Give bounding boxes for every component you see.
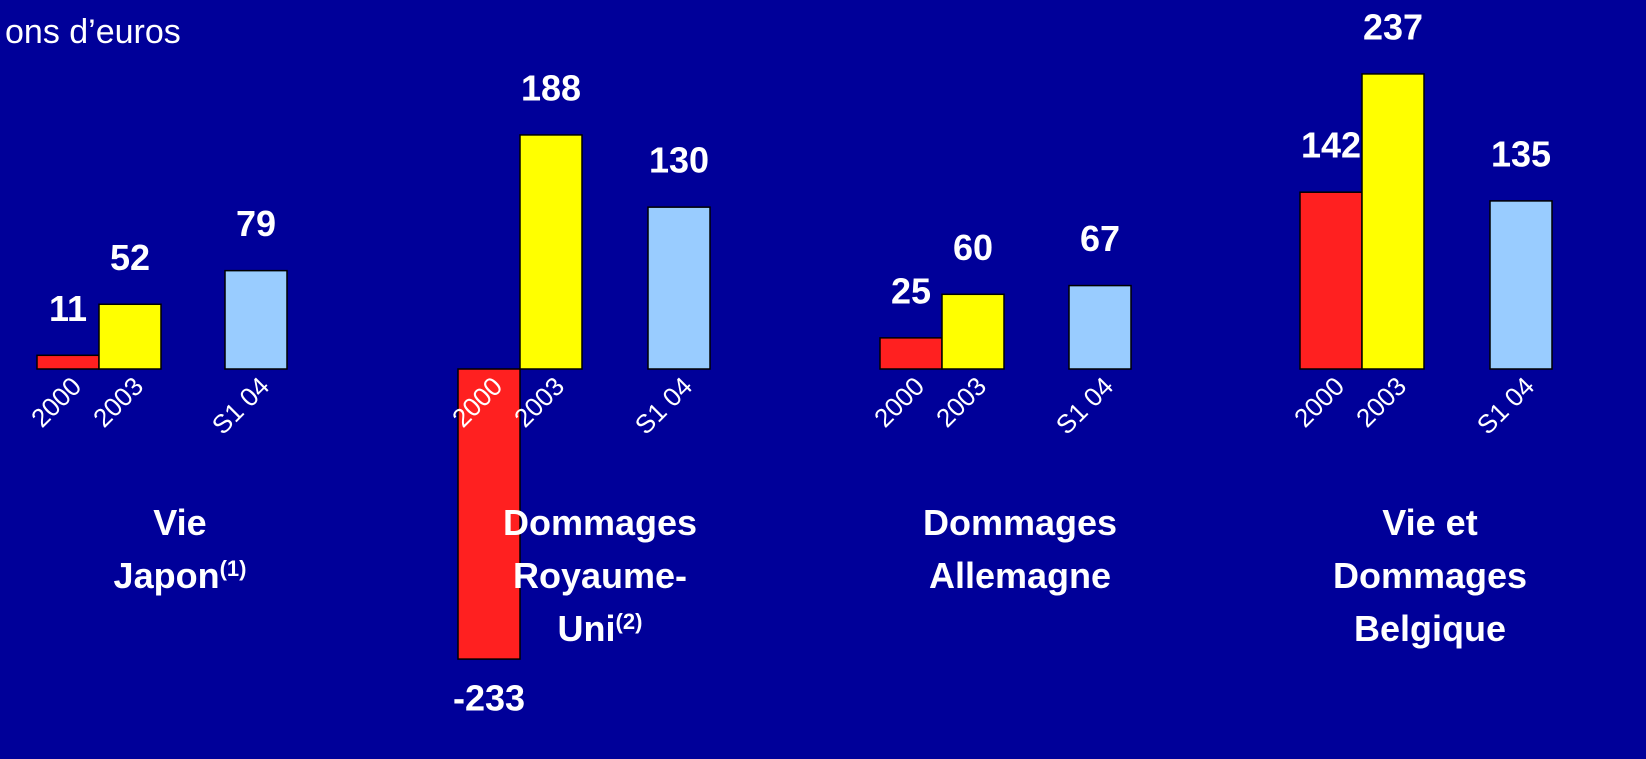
value-label: 25 — [891, 270, 931, 311]
value-label: 11 — [49, 288, 87, 329]
value-label: 188 — [521, 67, 581, 108]
bar — [647, 206, 711, 370]
title-line: Vie et — [1382, 502, 1477, 543]
group-title: Dommages — [503, 502, 697, 543]
subtitle: ons d’euros — [5, 13, 181, 51]
x-tick-label: 2003 — [930, 371, 992, 433]
value-label: 60 — [953, 227, 993, 268]
group-title: Uni(2) — [558, 608, 643, 649]
value-label: 52 — [110, 237, 150, 278]
value-label: 135 — [1491, 133, 1551, 174]
bar — [98, 303, 162, 370]
value-label: 67 — [1080, 218, 1120, 259]
title-line: Vie — [153, 502, 206, 543]
value-label: 130 — [649, 140, 709, 181]
bar — [36, 354, 100, 370]
value-label: 79 — [236, 203, 276, 244]
title-line: Allemagne — [929, 555, 1111, 596]
group-title: Vie et — [1382, 502, 1477, 543]
bar — [1489, 200, 1553, 370]
bar — [519, 134, 583, 370]
title-line: Royaume- — [513, 555, 687, 596]
x-tick-label: S1 04 — [1471, 371, 1540, 440]
x-tick-label: S1 04 — [629, 371, 698, 440]
bar — [224, 269, 288, 370]
group-title: Belgique — [1354, 608, 1506, 649]
group-title: Dommages — [1333, 555, 1527, 596]
x-tick-label: 2000 — [25, 371, 87, 433]
value-label: 142 — [1301, 125, 1361, 166]
title-line: Dommages — [923, 502, 1117, 543]
x-tick-label: S1 04 — [206, 371, 275, 440]
group-title: Royaume- — [513, 555, 687, 596]
bar — [1299, 191, 1363, 370]
value-label: -233 — [453, 678, 525, 719]
title-line: Japon — [114, 555, 220, 596]
title-line: Dommages — [503, 502, 697, 543]
bar — [457, 368, 521, 660]
title-line: Uni — [558, 608, 616, 649]
bar — [879, 337, 943, 370]
group-title: Japon(1) — [114, 555, 247, 596]
x-tick-label: S1 04 — [1050, 371, 1119, 440]
title-line: Belgique — [1354, 608, 1506, 649]
title-line: Dommages — [1333, 555, 1527, 596]
value-label: 237 — [1363, 6, 1423, 47]
x-tick-label: 2003 — [1350, 371, 1412, 433]
title-note: (1) — [220, 556, 247, 581]
bar — [1361, 73, 1425, 370]
group-title: Dommages — [923, 502, 1117, 543]
bar — [941, 293, 1005, 370]
x-tick-label: 2000 — [868, 371, 930, 433]
bar — [1068, 284, 1132, 370]
x-tick-label: 2000 — [1288, 371, 1350, 433]
group-title: Allemagne — [929, 555, 1111, 596]
title-note: (2) — [616, 609, 643, 634]
x-tick-label: 2003 — [87, 371, 149, 433]
group-title: Vie — [153, 502, 206, 543]
